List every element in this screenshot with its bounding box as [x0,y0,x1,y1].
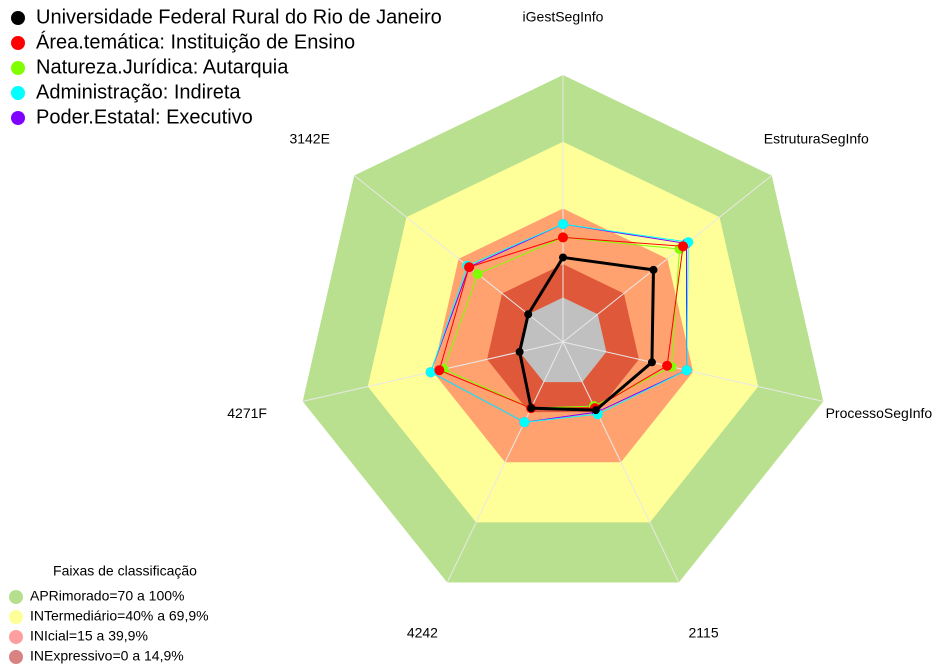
legend-marker [11,11,25,25]
series-point [425,367,436,378]
series-point [662,360,673,371]
series-point [472,269,483,280]
band-legend-marker [9,610,23,624]
series-point [434,365,445,376]
legend-label: Área.temática: Instituição de Ensino [36,30,355,53]
series-point [559,253,567,262]
axis-label: 3142E [289,131,329,147]
series-line [443,236,681,409]
band-legend-label: INExpressivo=0 a 14,9% [30,648,184,664]
spoke [562,175,773,343]
legend-label: Poder.Estatal: Executivo [36,106,253,128]
series-point [524,310,533,319]
series-line [518,255,655,412]
series-point [515,347,524,356]
series-point [464,262,475,273]
band-legend-marker [9,650,23,664]
band-legend-marker [9,590,23,604]
series-point [519,417,530,428]
series-point [681,365,692,376]
axis-label: 4242 [407,625,438,641]
legend-label: Universidade Federal Rural do Rio de Jan… [36,6,442,28]
axis-label: 2115 [689,625,719,641]
axis-label: iGestSegInfo [523,9,604,25]
axis-label: ProcessoSegInfo [826,405,933,421]
legend-label: Administração: Indireta [36,81,241,103]
series-point [527,404,536,413]
series-point [647,358,656,367]
series-point [558,219,568,230]
band-legend-label: INIcial=15 a 39,9% [30,628,148,644]
series-point [649,265,658,274]
band-legend-label: APRimorado=70 a 100% [30,588,185,604]
bands-title: Faixas de classificação [53,563,197,579]
series-point [678,241,689,252]
legend-marker [11,61,25,75]
series-line [430,223,688,423]
band-legend-label: INTermediário=40% a 69,9% [30,608,209,624]
axis-label: EstruturaSegInfo [764,131,869,147]
legend-marker [11,86,25,100]
legend-label: Natureza.Jurídica: Autarquia [36,56,289,78]
spoke [562,341,824,402]
axis-label: 4271F [227,405,267,421]
legend-marker [11,111,25,125]
series-point [558,232,568,243]
legend-marker [11,36,25,50]
band-legend-marker [9,630,23,644]
spoke [446,341,564,583]
series-point [591,406,600,415]
spoke [562,341,680,583]
series-line [430,223,689,423]
